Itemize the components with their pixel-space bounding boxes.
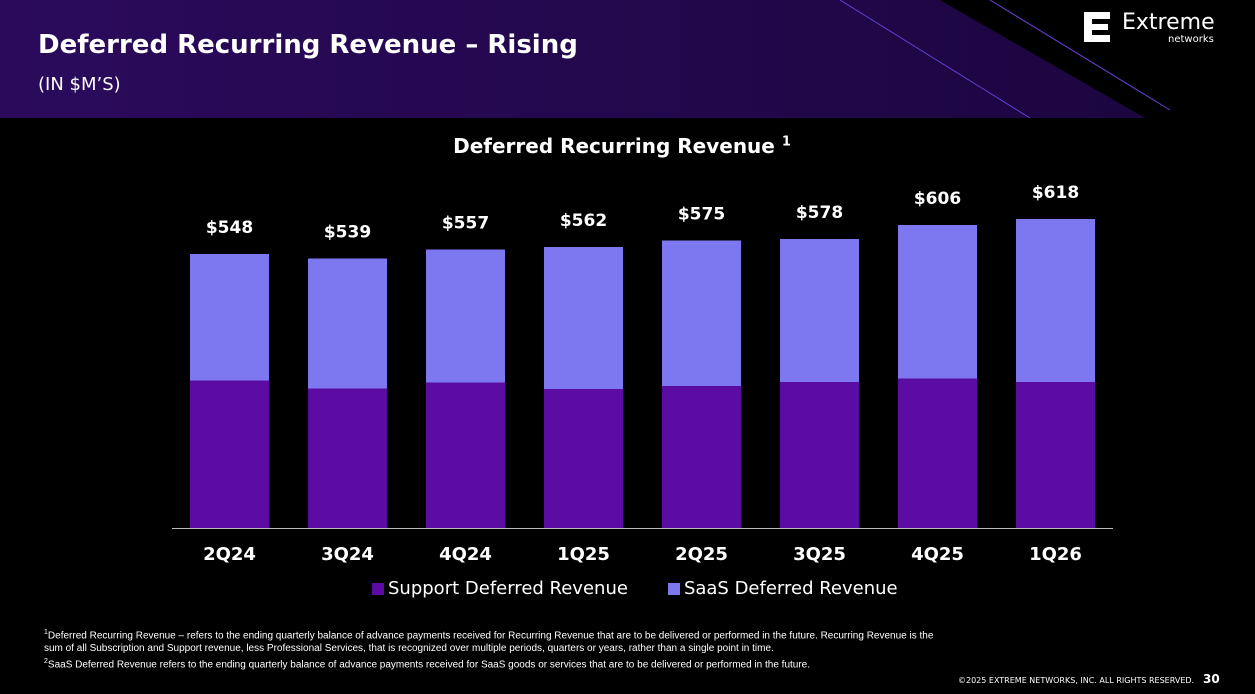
footnote-marker: 2 (44, 658, 48, 666)
logo-subtext: networks (1168, 34, 1214, 45)
bar-support (1016, 382, 1095, 528)
legend-swatch-saas (667, 582, 680, 595)
chart-title: Deferred Recurring Revenue 1 (0, 134, 1244, 158)
chart-title-text: Deferred Recurring Revenue (453, 134, 775, 158)
bar-support (898, 378, 977, 528)
bar-saas (898, 225, 977, 379)
data-label: $548 (206, 218, 253, 238)
x-tick-label: 2Q24 (203, 544, 256, 565)
bar-support (544, 389, 623, 528)
extreme-logo-icon (1084, 12, 1110, 42)
x-tick-label: 1Q26 (1029, 544, 1082, 565)
footnote-2: 2SaaS Deferred Revenue refers to the end… (44, 655, 944, 671)
legend-swatch-support (372, 582, 384, 595)
bar-support (308, 388, 387, 528)
x-tick-label: 3Q25 (793, 544, 846, 565)
data-label: $575 (678, 205, 725, 225)
bar-support (426, 382, 505, 528)
legend-label: SaaS Deferred Revenue (683, 578, 898, 599)
bar-saas (426, 249, 505, 383)
chart-title-footnote: 1 (781, 134, 791, 150)
page-title: Deferred Recurring Revenue – Rising (38, 30, 578, 60)
bar-support (190, 380, 269, 528)
footnote-text: SaaS Deferred Revenue refers to the endi… (47, 659, 811, 671)
copyright: ©2025 EXTREME NETWORKS, INC. ALL RIGHTS … (958, 676, 1195, 685)
x-tick-label: 1Q25 (557, 544, 610, 565)
footnote-marker: 1 (44, 629, 48, 636)
extreme-logo: Extreme networks (1082, 10, 1222, 50)
page-number: 30 (1203, 672, 1220, 686)
data-label: $606 (914, 189, 961, 209)
legend: Support Deferred Revenue SaaS Deferred R… (372, 578, 898, 599)
bar-support (662, 386, 741, 528)
data-label: $562 (560, 211, 607, 231)
x-tick-label: 2Q25 (675, 544, 728, 565)
data-label: $578 (796, 203, 843, 223)
data-label: $618 (1032, 183, 1079, 203)
page-subtitle: (IN $M’S) (38, 74, 121, 95)
x-tick-label: 4Q24 (439, 544, 492, 565)
bar-saas (308, 258, 387, 389)
data-label: $557 (442, 214, 489, 234)
legend-item-saas: SaaS Deferred Revenue (667, 578, 898, 599)
x-tick-label: 4Q25 (911, 544, 964, 565)
bar-support (780, 382, 859, 528)
bar-saas (190, 254, 269, 381)
footnotes: 1Deferred Recurring Revenue – refers to … (44, 626, 944, 672)
logo-wordmark: Extreme (1122, 10, 1215, 35)
stacked-bar-chart: $548 2Q24 $539 3Q24 $557 4Q24 $562 1Q25 $575 2Q25… (172, 183, 1113, 565)
bar-saas (544, 247, 623, 389)
legend-item-support: Support Deferred Revenue (372, 578, 628, 599)
bar-saas (780, 239, 859, 382)
data-label: $539 (324, 223, 371, 243)
legend-label: Support Deferred Revenue (388, 578, 628, 599)
footnote-1: 1Deferred Recurring Revenue – refers to … (44, 626, 944, 655)
bar-saas (1016, 219, 1095, 382)
x-tick-label: 3Q24 (321, 544, 374, 565)
footnote-text: Deferred Recurring Revenue – refers to t… (44, 630, 934, 655)
bar-saas (662, 240, 741, 386)
header-band (0, 0, 1171, 118)
